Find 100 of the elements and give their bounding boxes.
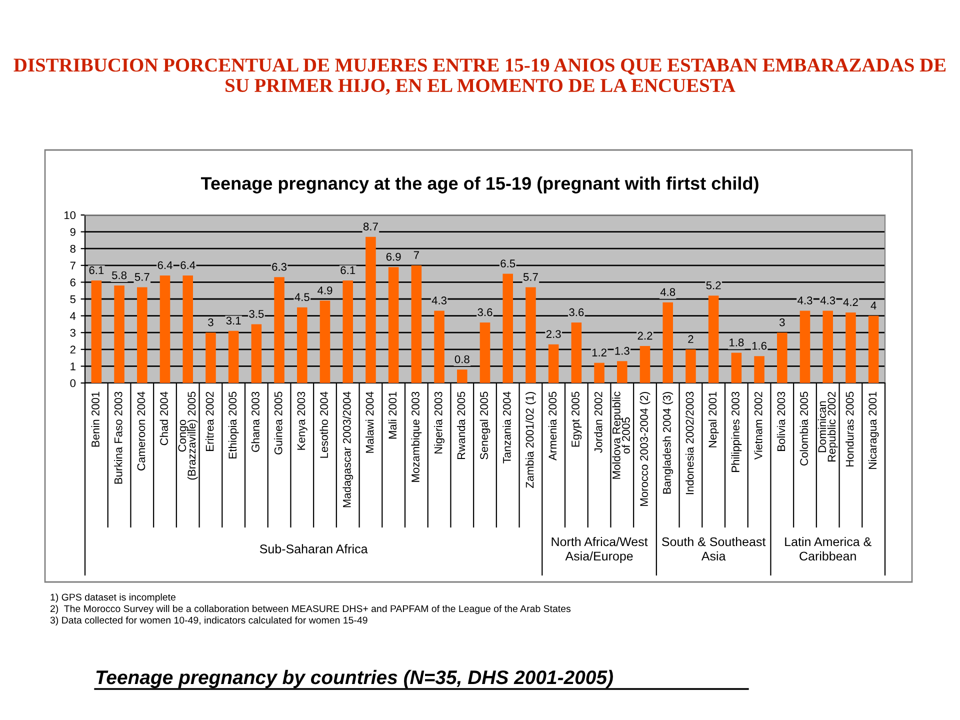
x-tick-label: Egypt 2005 [572,392,582,447]
data-label: 1.6 [752,342,767,350]
x-tick-label: Nicaragua 2001 [868,392,879,469]
x-tick-label: Ghana 2003 [251,392,260,452]
data-label: 4.3 [432,296,447,304]
text: Teenage pregnancy by countries (N=35, DHS 2001-2005) [96,670,613,688]
bar [731,352,742,383]
bar [846,312,856,383]
x-tick-label: Tanzania 2004 [502,392,511,464]
y-tick-label: 4 [70,312,76,320]
data-label: 4.3 [798,296,812,304]
bar [594,362,604,383]
x-tick-label: Zambia 2001/02 (1) [526,392,536,488]
text: North Africa/West Asia/Europe [552,536,648,564]
y-tick-label: 8 [70,244,76,253]
data-label: 3 [779,318,785,326]
data-label: 6.4 [180,261,196,270]
bar [114,286,124,383]
x-tick-label: Nigeria 2003 [434,392,444,454]
bar [868,316,879,383]
y-tick-label: 2 [70,346,76,354]
data-label: 6.5 [500,260,516,268]
bar [320,300,330,383]
data-label: 2.3 [546,330,561,338]
bar [571,322,582,383]
x-tick-label: Kenya 2003 [297,392,308,450]
data-label: 0.8 [454,355,470,364]
y-tick-label: 10 [64,211,76,220]
data-label: 6.4 [158,261,172,270]
bar [502,274,513,383]
x-tick-label: Dominican Republic 2002 [818,392,838,462]
x-tick-label: Ethiopia 2005 [228,392,239,458]
bar [251,324,262,383]
x-tick-label: Lesotho 2004 [320,392,328,458]
x-tick-label: Burkina Faso 2003 [114,392,122,484]
data-label: 1.8 [730,338,744,346]
text: Latin America & Caribbean [785,536,872,561]
y-tick-label: 7 [70,262,76,270]
data-label: 6.1 [340,266,356,274]
x-tick-label: Nepal 2001 [708,392,719,448]
data-label: 3.5 [249,310,264,318]
data-label: 3.6 [569,308,584,316]
bar [617,361,628,383]
x-tick-label: Bolivia 2003 [776,392,786,451]
bar [548,344,559,383]
data-label: 7 [414,251,419,259]
y-tick-label: 5 [70,295,76,304]
x-tick-label: Cameroon 2004 [137,392,146,470]
x-tick-label: Colombia 2005 [800,392,808,466]
data-label: 4 [870,302,876,310]
data-label: 6.3 [272,262,287,271]
bar [754,356,764,383]
text: South & Southeast Asia [662,536,766,561]
y-tick-label: 6 [70,278,76,286]
data-label: 5.8 [112,271,127,280]
x-tick-label: Eritrea 2002 [206,392,214,451]
bar [480,322,490,383]
y-tick-label: 3 [70,328,76,337]
data-label: 2 [688,335,694,343]
data-label: 3.6 [478,308,492,316]
data-label: 5.7 [523,273,538,281]
x-tick-label: Jordan 2002 [594,392,602,453]
bar [640,346,650,383]
bar [91,280,102,383]
bar [206,332,216,383]
x-tick-label: Senegal 2005 [480,392,490,460]
bar [686,349,696,383]
data-label: 5.2 [706,281,721,290]
data-label: 4.8 [660,288,676,296]
data-label: 1.2 [592,348,606,356]
text: 3) Data collected for women 10-49, indicators calculated for women 15-49 [50,616,368,626]
chart-subtitle: Teenage pregnancy at the age of 15-19 (pregnant with firtst child) [200,176,758,194]
x-tick-label: Malawi 2004 [366,392,374,453]
x-tick-label: Chad 2004 [160,392,168,446]
chart-title: DISTRIBUCION PORCENTUAL DE MUJERES ENTRE 15-19 ANIOS QUE ESTABAN EMBARAZADAS DE SU PRIMER HIJO, EN EL MOMENTO DE LA ENCUESTA [14,58,946,95]
data-label: 6.9 [386,252,401,261]
x-tick-label: Mozambique 2003 [411,392,422,482]
bar [388,267,399,383]
x-tick-label: Morocco 2003-2004 (2) [640,392,650,506]
text: 1) GPS dataset is incomplete [50,593,176,603]
bar [274,277,284,383]
x-tick-label: Armenia 2005 [548,392,557,460]
bar [137,287,148,383]
bar [366,236,376,383]
bar [411,265,422,383]
x-tick-label: Mali 2001 [388,392,397,439]
bar [777,332,788,383]
bar [342,280,353,383]
data-label: 1.3 [615,346,630,355]
y-tick-label: 0 [70,379,76,388]
data-label: 3.1 [226,316,241,325]
y-tick-label: 9 [70,228,76,236]
bar [662,302,673,383]
data-label: 5.7 [134,273,150,281]
x-tick-label: Honduras 2005 [846,392,854,466]
x-tick-label: Benin 2001 [91,392,100,447]
x-tick-label: Guinea 2005 [274,392,282,454]
data-label: 4.3 [820,296,836,304]
x-tick-label: Moldova Republic of 2005 [612,392,630,479]
bar [457,370,468,383]
